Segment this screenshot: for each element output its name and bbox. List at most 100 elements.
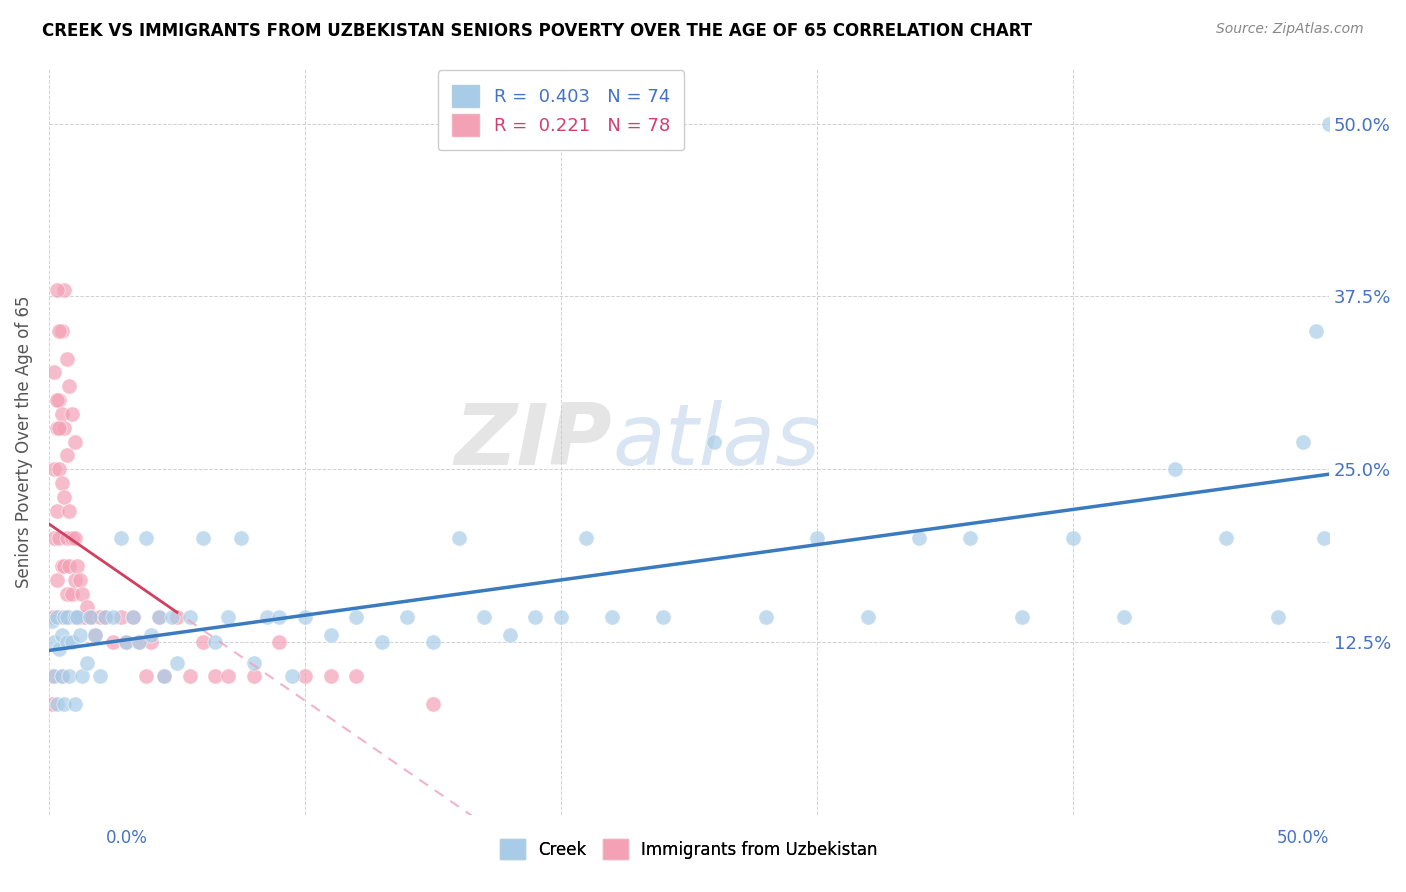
Point	[524, 610, 547, 624]
Point	[344, 610, 367, 624]
Text: CREEK VS IMMIGRANTS FROM UZBEKISTAN SENIORS POVERTY OVER THE AGE OF 65 CORRELATI: CREEK VS IMMIGRANTS FROM UZBEKISTAN SENI…	[42, 22, 1032, 40]
Point	[135, 669, 157, 683]
Point	[575, 531, 598, 545]
Point	[135, 531, 157, 545]
Point	[56, 610, 79, 624]
Point	[70, 586, 93, 600]
Point	[959, 531, 981, 545]
Point	[48, 421, 70, 435]
Point	[51, 610, 73, 624]
Point	[1112, 610, 1135, 624]
Point	[84, 628, 107, 642]
Point	[56, 448, 79, 462]
Point	[1317, 117, 1340, 131]
Point	[45, 503, 67, 517]
Point	[294, 669, 316, 683]
Point	[76, 600, 98, 615]
Point	[66, 558, 89, 573]
Point	[229, 531, 252, 545]
Point	[63, 697, 86, 711]
Text: atlas: atlas	[612, 400, 820, 483]
Point	[217, 669, 239, 683]
Point	[128, 635, 150, 649]
Point	[60, 635, 83, 649]
Point	[319, 628, 342, 642]
Point	[217, 610, 239, 624]
Point	[63, 531, 86, 545]
Point	[58, 610, 80, 624]
Point	[41, 697, 63, 711]
Legend: Creek, Immigrants from Uzbekistan: Creek, Immigrants from Uzbekistan	[494, 832, 884, 866]
Point	[908, 531, 931, 545]
Point	[42, 531, 65, 545]
Point	[94, 610, 117, 624]
Point	[76, 656, 98, 670]
Text: Source: ZipAtlas.com: Source: ZipAtlas.com	[1216, 22, 1364, 37]
Point	[51, 558, 73, 573]
Point	[703, 434, 725, 449]
Point	[51, 628, 73, 642]
Point	[48, 610, 70, 624]
Point	[422, 635, 444, 649]
Point	[499, 628, 522, 642]
Point	[58, 558, 80, 573]
Text: 50.0%: 50.0%	[1277, 829, 1329, 847]
Point	[42, 669, 65, 683]
Point	[242, 656, 264, 670]
Point	[179, 669, 201, 683]
Point	[1312, 531, 1334, 545]
Point	[204, 635, 226, 649]
Point	[58, 503, 80, 517]
Point	[110, 610, 132, 624]
Point	[51, 475, 73, 490]
Point	[48, 641, 70, 656]
Point	[45, 697, 67, 711]
Point	[45, 283, 67, 297]
Point	[269, 635, 291, 649]
Point	[141, 628, 163, 642]
Point	[41, 669, 63, 683]
Point	[60, 531, 83, 545]
Point	[53, 610, 76, 624]
Point	[652, 610, 675, 624]
Point	[319, 669, 342, 683]
Point	[42, 366, 65, 380]
Point	[344, 669, 367, 683]
Point	[806, 531, 828, 545]
Point	[160, 610, 183, 624]
Point	[447, 531, 470, 545]
Point	[53, 421, 76, 435]
Point	[56, 635, 79, 649]
Point	[110, 531, 132, 545]
Point	[101, 610, 124, 624]
Point	[73, 610, 96, 624]
Point	[396, 610, 419, 624]
Text: ZIP: ZIP	[454, 400, 612, 483]
Point	[42, 610, 65, 624]
Point	[41, 610, 63, 624]
Point	[153, 669, 176, 683]
Point	[48, 393, 70, 408]
Point	[45, 393, 67, 408]
Point	[114, 635, 136, 649]
Point	[51, 324, 73, 338]
Point	[141, 635, 163, 649]
Point	[166, 610, 188, 624]
Point	[114, 635, 136, 649]
Point	[69, 573, 91, 587]
Point	[53, 490, 76, 504]
Point	[94, 610, 117, 624]
Point	[294, 610, 316, 624]
Point	[191, 531, 214, 545]
Point	[53, 610, 76, 624]
Point	[166, 656, 188, 670]
Point	[66, 610, 89, 624]
Point	[58, 669, 80, 683]
Point	[56, 610, 79, 624]
Point	[1292, 434, 1315, 449]
Y-axis label: Seniors Poverty Over the Age of 65: Seniors Poverty Over the Age of 65	[15, 295, 32, 588]
Point	[45, 610, 67, 624]
Point	[153, 669, 176, 683]
Point	[63, 434, 86, 449]
Point	[422, 697, 444, 711]
